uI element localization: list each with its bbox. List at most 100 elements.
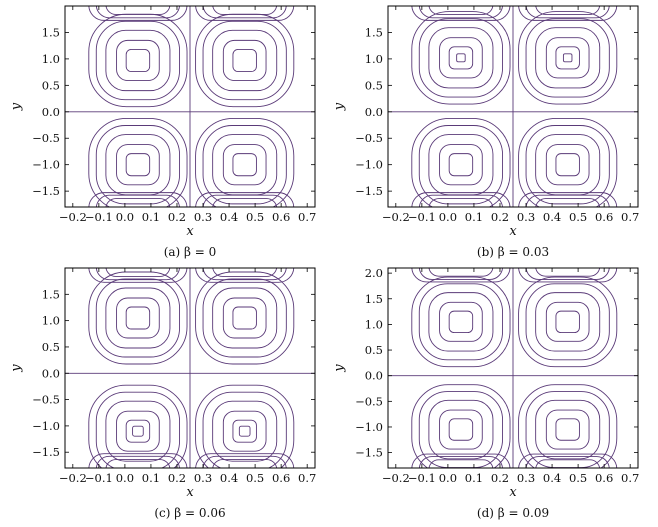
x-tick-label: 0.0 [116, 471, 134, 485]
y-tick-label: −0.5 [355, 394, 383, 408]
y-tick-label: 1.0 [365, 52, 383, 66]
edge-contour-bottom-2-3 [212, 459, 278, 468]
edge-contour-bottom-2-1 [195, 192, 295, 207]
contour-cell3-level1 [411, 384, 511, 468]
contour-cell1-level4 [439, 37, 483, 79]
contour-cell3-level1 [411, 118, 511, 207]
contour-cell4-level4 [222, 410, 267, 452]
y-tick-label: 1.5 [42, 25, 60, 39]
x-tick-label: 0.3 [194, 471, 212, 485]
contour-cell1-level2 [95, 20, 181, 101]
edge-contour-bottom-1-3 [105, 198, 171, 207]
contour-cell1-level5 [448, 46, 474, 70]
contour-cell4-level3 [535, 134, 601, 196]
edge-contour-bottom-2-2 [202, 194, 287, 207]
plot-area [388, 268, 638, 468]
y-axis-label: y [9, 364, 24, 373]
contour-cell3-level3 [105, 134, 171, 196]
x-tick-label: −0.2 [59, 471, 87, 485]
x-tick-label: 0.3 [517, 210, 535, 224]
edge-contour-top-1-3 [428, 6, 494, 15]
contour-cell1-level3 [428, 27, 494, 89]
contour-cell2-level1 [518, 276, 618, 368]
contour-cell4-level3 [212, 400, 278, 462]
contour-cell3-level4 [116, 144, 160, 186]
edge-contour-bottom-1-1 [411, 192, 511, 207]
y-tick-label: −0.5 [32, 131, 60, 145]
contour-cell1-level5 [125, 306, 151, 330]
x-tick-label: 0.1 [142, 471, 160, 485]
y-tick-label: 1.0 [365, 317, 383, 331]
contour-cell1-level3 [428, 292, 494, 352]
x-tick-label: −0.2 [59, 210, 87, 224]
contour-cell4-level5 [232, 153, 257, 177]
contour-cell3-level3 [428, 134, 494, 196]
plot-area [65, 6, 315, 207]
y-tick-label: −1.0 [355, 420, 383, 434]
contour-cell1-level1 [88, 271, 188, 365]
edge-contour-top-1-3 [428, 268, 494, 277]
contour-cell4-level2 [202, 391, 287, 468]
edge-contour-top-2-1 [518, 268, 618, 283]
edge-contour-top-1-2 [418, 6, 503, 19]
x-tick-label: 0.7 [298, 471, 316, 485]
y-tick-label: −1.5 [355, 446, 383, 460]
contour-cell2-level4 [222, 39, 267, 82]
edge-contour-bottom-1-1 [411, 453, 511, 468]
edge-contour-top-1-2 [418, 268, 503, 280]
contour-cell2-level4 [545, 301, 590, 342]
contour-cell1-level6 [456, 53, 466, 63]
contour-cell3-level4 [116, 410, 160, 452]
contour-cell3-level3 [105, 400, 171, 462]
edge-contour-top-1-1 [411, 6, 511, 21]
y-tick-label: 1.0 [42, 52, 60, 66]
edge-contour-bottom-2-2 [525, 456, 610, 468]
x-axis-label: x [186, 485, 194, 500]
contour-cell3-level1 [88, 384, 188, 468]
x-tick-label: 0.1 [142, 210, 160, 224]
edge-contour-top-1-1 [411, 268, 511, 283]
contour-cell2-level1 [195, 13, 295, 108]
contour-cell2-level1 [518, 11, 618, 105]
edge-contour-top-1-3 [105, 268, 171, 277]
contour-cell1-level5 [448, 310, 474, 334]
edge-contour-top-2-3 [535, 268, 601, 277]
x-tick-label: 0.5 [246, 471, 264, 485]
x-tick-label: 0.2 [168, 210, 186, 224]
edge-contour-top-2-2 [525, 6, 610, 19]
contour-cell2-level4 [222, 297, 267, 339]
x-axis-label: x [186, 224, 194, 239]
plot-frame [64, 5, 316, 208]
edge-contour-bottom-2-3 [212, 198, 278, 207]
x-tick-label: 0.5 [569, 210, 587, 224]
contour-cell2-level5 [555, 310, 580, 334]
edge-contour-top-2-2 [202, 6, 287, 19]
x-tick-label: 0.7 [621, 471, 639, 485]
contour-cell2-level2 [525, 18, 610, 98]
y-tick-label: −1.5 [32, 445, 60, 459]
contour-cell3-level5 [448, 418, 474, 441]
panel-caption: (c) β = 0.06 [154, 506, 225, 520]
plot-area [65, 268, 315, 468]
x-tick-label: 0.1 [465, 210, 483, 224]
y-tick-label: −0.5 [355, 131, 383, 145]
contour-cell3-level2 [95, 125, 181, 205]
contour-cell1-level2 [95, 278, 181, 358]
edge-contour-bottom-2-1 [518, 453, 618, 468]
y-tick-label: 0.0 [365, 369, 383, 383]
edge-contour-top-2-2 [525, 268, 610, 280]
contour-cell3-level4 [439, 144, 483, 186]
x-tick-label: 0.6 [272, 210, 290, 224]
y-tick-label: 1.5 [365, 25, 383, 39]
contour-cell1-level3 [105, 29, 171, 92]
y-tick-label: 0.5 [365, 343, 383, 357]
contour-cell1-level2 [418, 18, 504, 98]
contour-cell2-level1 [195, 271, 295, 365]
contour-cell1-level4 [116, 39, 160, 82]
contour-cell3-level6 [132, 425, 144, 437]
contour-cell2-level4 [545, 37, 590, 79]
y-tick-label: 0.5 [42, 340, 60, 354]
contour-cell3-level5 [125, 153, 151, 177]
x-tick-label: 0.4 [220, 210, 238, 224]
panel-4: −0.2−0.1 0.0 0.1 0.2 0.3 0.4 0.5 0.6 0.7−1.5−1.0… [332, 266, 639, 520]
